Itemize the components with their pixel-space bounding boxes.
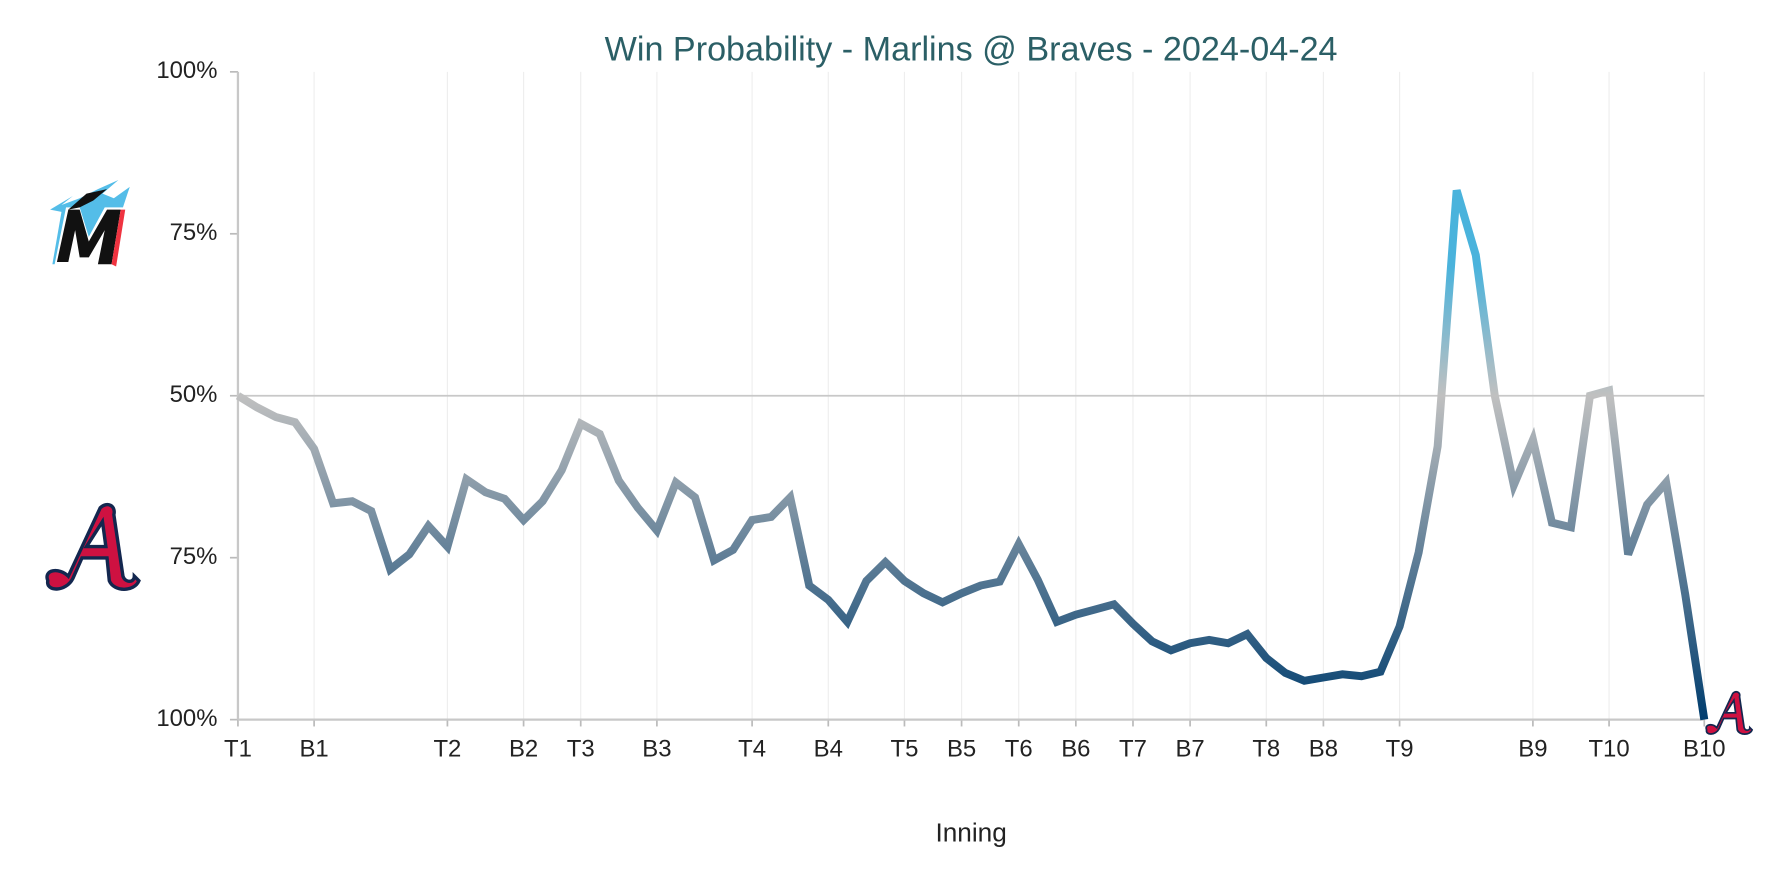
y-tick-label: 75% — [170, 219, 218, 246]
x-tick-label: B6 — [1061, 736, 1090, 763]
x-tick-label: T10 — [1588, 736, 1629, 763]
y-tick-label: 75% — [170, 543, 218, 570]
x-tick-label: T2 — [433, 736, 461, 763]
x-tick-label: T9 — [1386, 736, 1414, 763]
marlins-logo — [50, 180, 130, 267]
x-tick-label: B9 — [1518, 736, 1547, 763]
x-tick-label: T7 — [1119, 736, 1147, 763]
x-tick-label: T1 — [224, 736, 252, 763]
x-tick-label: T6 — [1005, 736, 1033, 763]
x-tick-label: B2 — [509, 736, 538, 763]
x-tick-label: B8 — [1309, 736, 1338, 763]
x-tick-label: B3 — [642, 736, 671, 763]
x-tick-label: T3 — [567, 736, 595, 763]
chart-title: Win Probability - Marlins @ Braves - 202… — [605, 30, 1338, 68]
x-tick-label: B7 — [1175, 736, 1204, 763]
win-probability-line — [235, 189, 1709, 721]
y-tick-label: 50% — [170, 381, 218, 408]
braves-logo-left — [45, 502, 141, 591]
y-tick-label: 100% — [156, 57, 217, 84]
x-tick-label: T8 — [1252, 736, 1280, 763]
x-tick-label: T5 — [891, 736, 919, 763]
x-tick-label: B5 — [947, 736, 976, 763]
x-tick-label: T4 — [738, 736, 766, 763]
x-tick-label: B4 — [814, 736, 843, 763]
x-tick-label: B1 — [299, 736, 328, 763]
x-tick-label: B10 — [1683, 736, 1726, 763]
x-axis-label: Inning — [935, 818, 1006, 848]
y-tick-label: 100% — [156, 705, 217, 732]
braves-logo-end — [1705, 690, 1754, 735]
